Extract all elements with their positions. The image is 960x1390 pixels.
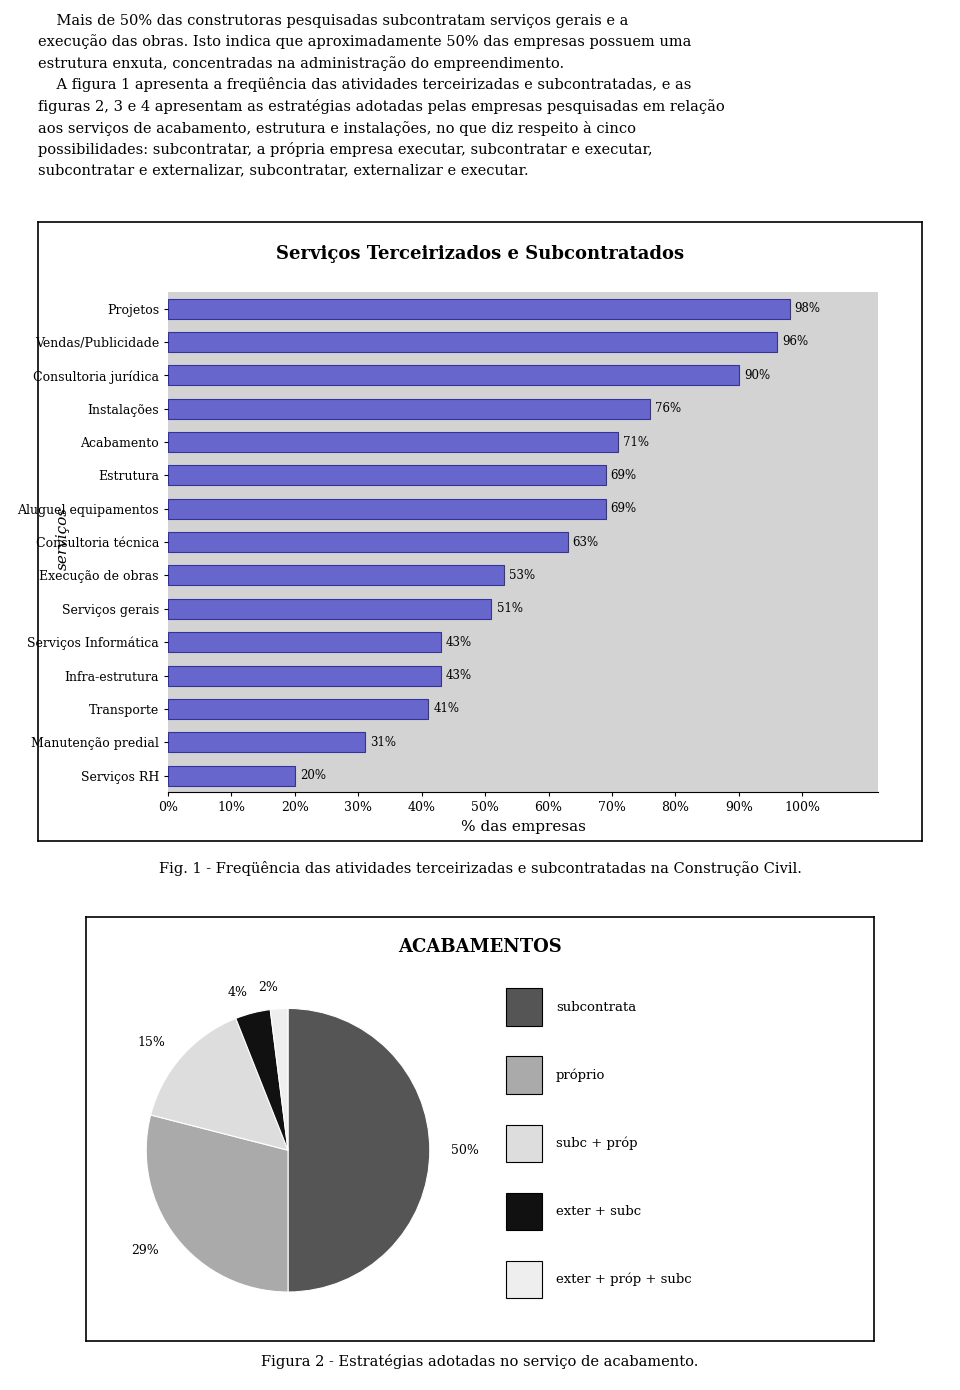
Text: 2%: 2%: [258, 981, 277, 994]
Bar: [168, 632, 441, 652]
Text: 71%: 71%: [623, 435, 649, 449]
Bar: [168, 366, 739, 385]
Bar: [506, 1056, 541, 1094]
Bar: [168, 332, 777, 352]
Bar: [168, 432, 618, 452]
Text: 50%: 50%: [451, 1144, 479, 1156]
Text: próprio: próprio: [556, 1069, 606, 1081]
Text: 31%: 31%: [370, 735, 396, 749]
Text: Fig. 1 - Freqüência das atividades terceirizadas e subcontratadas na Construção : Fig. 1 - Freqüência das atividades terce…: [158, 862, 802, 876]
Text: exter + subc: exter + subc: [556, 1205, 641, 1218]
Text: 51%: 51%: [496, 602, 522, 616]
Text: subc + próp: subc + próp: [556, 1137, 637, 1150]
Text: Serviços Terceirizados e Subcontratados: Serviços Terceirizados e Subcontratados: [276, 246, 684, 263]
Wedge shape: [236, 1009, 288, 1151]
Wedge shape: [151, 1019, 288, 1151]
Text: 20%: 20%: [300, 769, 326, 783]
Text: 96%: 96%: [782, 335, 808, 349]
Text: Figura 2 - Estratégias adotadas no serviço de acabamento.: Figura 2 - Estratégias adotadas no servi…: [261, 1354, 699, 1369]
Text: 90%: 90%: [744, 368, 770, 382]
Bar: [168, 399, 650, 418]
Bar: [506, 988, 541, 1026]
Wedge shape: [146, 1115, 288, 1293]
X-axis label: % das empresas: % das empresas: [461, 820, 586, 834]
Wedge shape: [288, 1009, 430, 1293]
Text: 98%: 98%: [795, 302, 821, 316]
Text: 15%: 15%: [138, 1036, 166, 1049]
Bar: [168, 599, 492, 619]
Text: ACABAMENTOS: ACABAMENTOS: [398, 938, 562, 955]
Bar: [168, 666, 441, 685]
Text: 43%: 43%: [445, 635, 472, 649]
Bar: [506, 1193, 541, 1230]
Bar: [506, 1261, 541, 1298]
Text: 69%: 69%: [611, 468, 636, 482]
Text: 41%: 41%: [433, 702, 459, 716]
Text: serviços: serviços: [56, 507, 69, 570]
Bar: [168, 299, 789, 318]
Text: 4%: 4%: [228, 986, 248, 999]
Bar: [506, 1125, 541, 1162]
Bar: [168, 466, 606, 485]
Bar: [168, 733, 365, 752]
Text: 63%: 63%: [573, 535, 599, 549]
Text: 29%: 29%: [132, 1244, 159, 1257]
Text: Mais de 50% das construtoras pesquisadas subcontratam serviços gerais e a
execuç: Mais de 50% das construtoras pesquisadas…: [38, 14, 725, 177]
Text: 69%: 69%: [611, 502, 636, 516]
Bar: [168, 766, 295, 785]
Text: 76%: 76%: [655, 402, 682, 416]
Wedge shape: [270, 1009, 288, 1151]
Bar: [168, 499, 606, 518]
Text: exter + próp + subc: exter + próp + subc: [556, 1273, 691, 1286]
Text: 43%: 43%: [445, 669, 472, 682]
Bar: [168, 532, 567, 552]
Text: subcontrata: subcontrata: [556, 1001, 636, 1013]
Bar: [168, 566, 504, 585]
Text: 53%: 53%: [509, 569, 536, 582]
Bar: [168, 699, 428, 719]
